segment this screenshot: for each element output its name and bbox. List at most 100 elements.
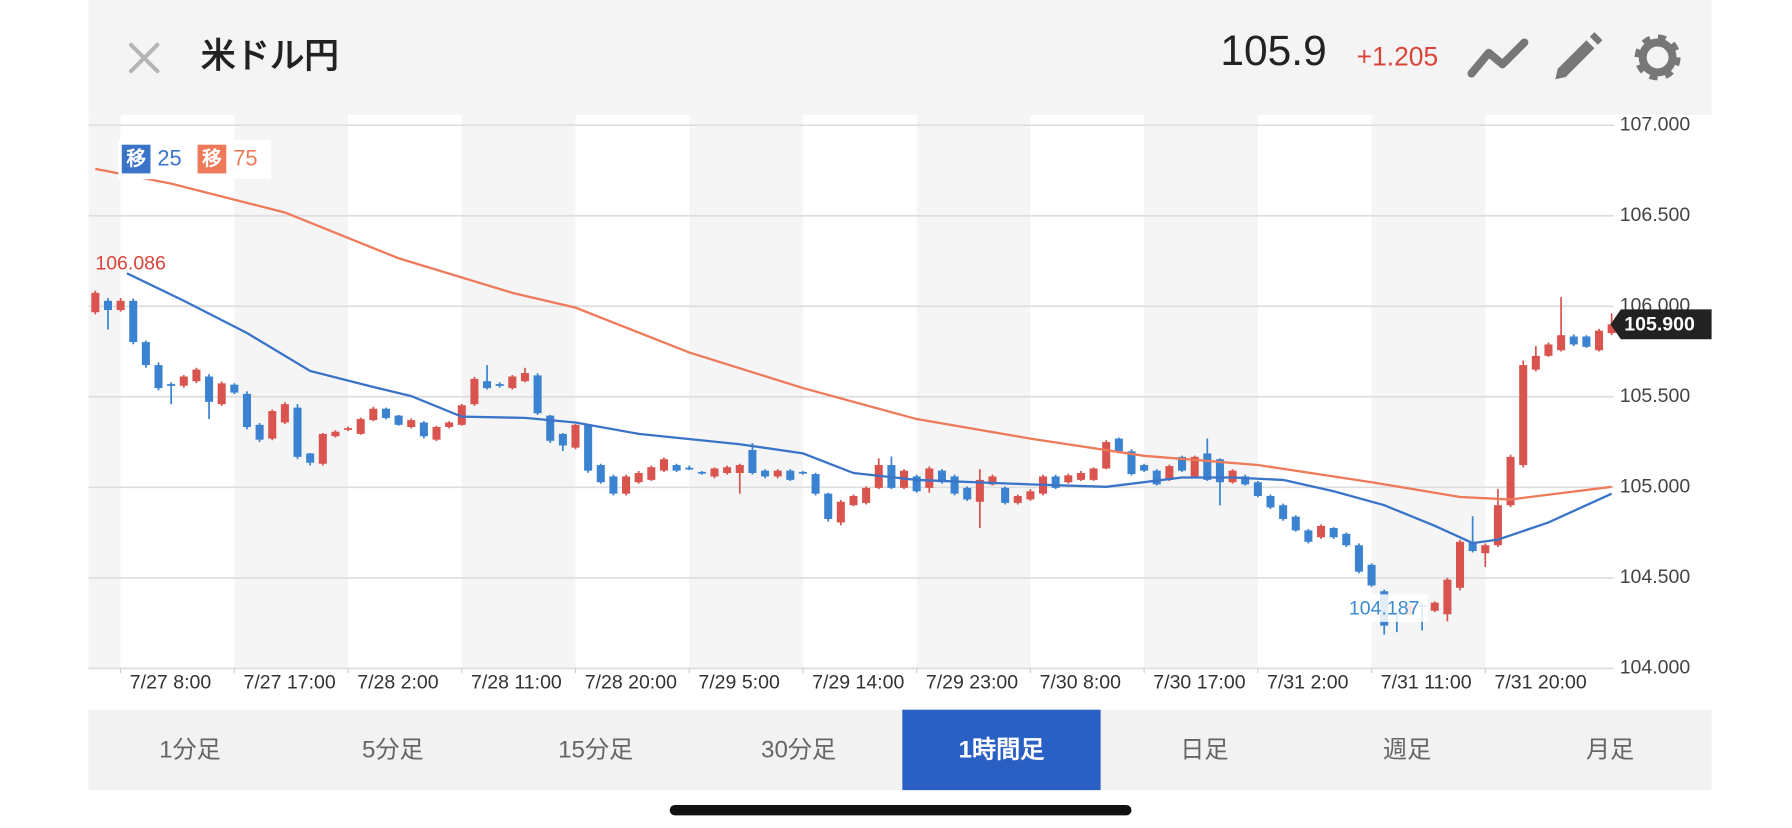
candle-body bbox=[1140, 465, 1149, 471]
tab[interactable]: 15分足 bbox=[558, 736, 633, 763]
candle-body bbox=[1152, 470, 1161, 485]
x-tick-label: 7/27 17:00 bbox=[244, 671, 336, 693]
legend-icon-box bbox=[197, 144, 227, 174]
candle-body bbox=[520, 373, 529, 382]
low-label: 104.187 bbox=[1349, 597, 1420, 619]
candle-body bbox=[255, 424, 264, 440]
x-tick-label: 7/28 20:00 bbox=[585, 671, 677, 693]
candle-body bbox=[634, 473, 643, 483]
draw-icon[interactable] bbox=[1555, 32, 1603, 80]
x-tick-label: 7/28 11:00 bbox=[471, 671, 562, 693]
price-change: +1.205 bbox=[1357, 42, 1439, 72]
candle-body bbox=[824, 493, 833, 519]
pair-title: 米ドル円 bbox=[201, 38, 339, 76]
candle-body bbox=[1519, 365, 1528, 466]
candle-body bbox=[811, 474, 820, 494]
x-tick-label: 7/29 5:00 bbox=[698, 671, 780, 693]
time-band bbox=[689, 114, 803, 669]
x-tick-label: 7/31 20:00 bbox=[1494, 671, 1586, 693]
candle-body bbox=[1241, 476, 1250, 485]
candle-body bbox=[609, 476, 618, 494]
candle-body bbox=[798, 471, 807, 474]
candle-body bbox=[230, 384, 239, 393]
candle-body bbox=[1001, 487, 1010, 503]
tab[interactable]: 1分足 bbox=[159, 736, 221, 763]
x-tick-label: 7/30 17:00 bbox=[1153, 671, 1245, 693]
candle-body bbox=[1215, 459, 1224, 483]
candle-body bbox=[584, 424, 593, 471]
candle-body bbox=[508, 376, 517, 389]
candle-body bbox=[483, 381, 492, 389]
high-label: 106.086 bbox=[95, 252, 166, 274]
current-price: 105.9 bbox=[1220, 28, 1326, 75]
tab-selected-bg bbox=[902, 709, 1101, 791]
close-button[interactable] bbox=[128, 42, 160, 74]
low-label-bg bbox=[1340, 594, 1428, 622]
candle-body bbox=[1102, 442, 1111, 469]
y-tick-label: 104.500 bbox=[1620, 566, 1691, 588]
tab-selected[interactable]: 1時間足 bbox=[959, 736, 1046, 763]
candle-body bbox=[1443, 579, 1452, 615]
candle-body bbox=[445, 422, 454, 428]
candle-body bbox=[407, 420, 416, 428]
candle-body bbox=[470, 378, 479, 405]
candle-body bbox=[1203, 453, 1212, 480]
legend-label: 25 bbox=[157, 145, 181, 170]
candle-body bbox=[1456, 541, 1465, 588]
time-band bbox=[1144, 114, 1258, 669]
candle-body bbox=[1190, 456, 1199, 477]
candle-body bbox=[912, 476, 921, 492]
legend-icon: 移 bbox=[126, 147, 146, 170]
candle-body bbox=[988, 476, 997, 485]
tab[interactable]: 30分足 bbox=[761, 736, 836, 763]
tab[interactable]: 5分足 bbox=[362, 736, 424, 763]
candle-body bbox=[748, 450, 757, 474]
chart-type-icon[interactable] bbox=[1467, 38, 1529, 78]
candle-body bbox=[217, 383, 226, 405]
time-band bbox=[88, 114, 121, 669]
candle-body bbox=[1089, 468, 1098, 480]
candle-body bbox=[862, 487, 871, 503]
tab[interactable]: 月足 bbox=[1586, 736, 1634, 763]
candle-body bbox=[1430, 602, 1439, 611]
candle-body bbox=[1594, 330, 1604, 351]
moving-average-line bbox=[126, 272, 1613, 545]
y-tick-label: 104.000 bbox=[1620, 657, 1691, 679]
candle-body bbox=[975, 479, 984, 502]
candle-body bbox=[723, 467, 732, 474]
tab[interactable]: 週足 bbox=[1383, 736, 1431, 763]
candle-body bbox=[91, 292, 100, 313]
y-tick-label: 105.000 bbox=[1620, 475, 1691, 497]
candle-body bbox=[205, 376, 214, 402]
candle-body bbox=[356, 419, 365, 434]
candle-body bbox=[1569, 336, 1578, 345]
candle-body bbox=[1557, 335, 1566, 351]
x-tick-label: 7/29 23:00 bbox=[926, 671, 1018, 693]
candle-body bbox=[293, 407, 302, 457]
candle-body bbox=[1531, 355, 1540, 370]
candle-body bbox=[546, 415, 555, 441]
candle-body bbox=[1253, 482, 1262, 496]
time-band bbox=[234, 114, 349, 669]
candle-body bbox=[685, 467, 694, 470]
candle-body bbox=[1506, 456, 1515, 506]
candle-body bbox=[1026, 491, 1035, 500]
candle-body bbox=[950, 476, 959, 494]
time-band bbox=[461, 114, 576, 669]
candle-body bbox=[1582, 336, 1591, 347]
x-tick-label: 7/30 8:00 bbox=[1040, 671, 1122, 693]
candle-body bbox=[331, 431, 340, 437]
candle-body bbox=[1317, 525, 1326, 538]
candle-body bbox=[167, 384, 176, 386]
tab[interactable]: 日足 bbox=[1180, 736, 1228, 763]
y-tick-label: 107.000 bbox=[1620, 113, 1691, 135]
candle-body bbox=[1607, 324, 1616, 334]
candle-body bbox=[761, 470, 770, 477]
settings-icon[interactable] bbox=[1634, 34, 1681, 81]
header-bar bbox=[88, 0, 1712, 115]
candle-body bbox=[672, 465, 681, 471]
candle-body bbox=[1304, 530, 1313, 542]
candle-body bbox=[369, 408, 378, 421]
